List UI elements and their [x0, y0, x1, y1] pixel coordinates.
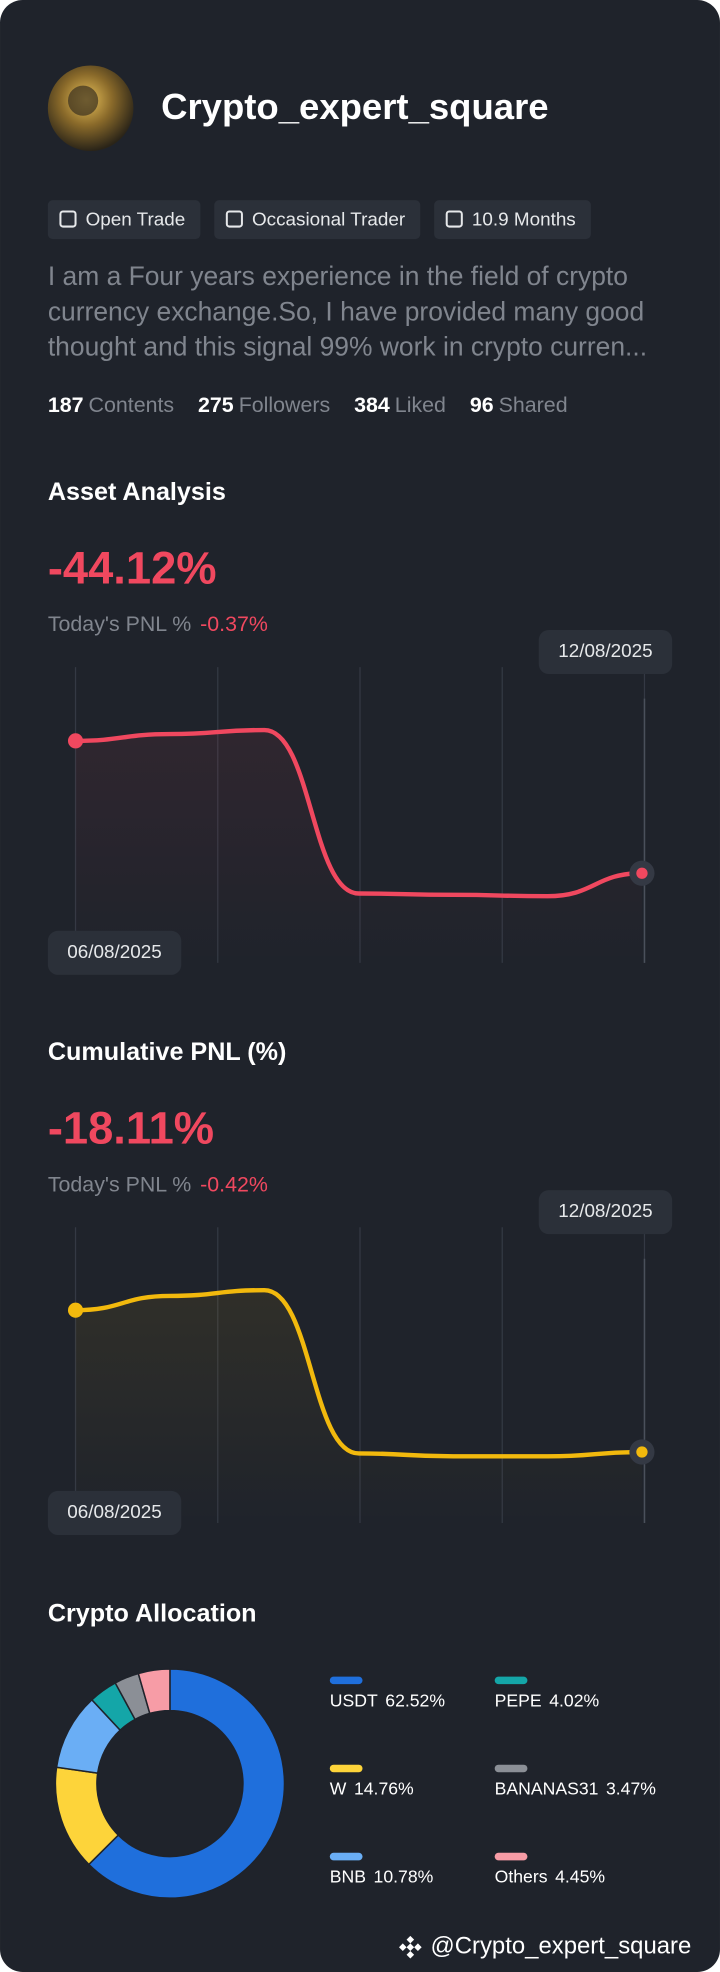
stat-value: 96 — [470, 393, 494, 417]
footer-handle: @Crypto_expert_square — [430, 1933, 691, 1960]
charts: Asset Analysis -44.12% Today's PNL % -0.37%… — [47, 478, 673, 1899]
legend-value: 62.52% — [385, 1690, 445, 1710]
section-title: Cumulative PNL (%) — [48, 1038, 287, 1066]
date-label: 12/08/2025 — [558, 641, 652, 662]
legend-value: 14.76% — [354, 1779, 414, 1799]
section-title: Asset Analysis — [48, 478, 226, 506]
legend-swatch — [329, 1764, 363, 1773]
stat-value: 275 — [198, 393, 234, 417]
date-tooltip — [538, 629, 673, 675]
bio: I am a Four years experience in the fiel… — [48, 261, 647, 361]
legend-swatch — [329, 1852, 363, 1861]
section-title: Crypto Allocation — [48, 1600, 257, 1628]
legend-swatch — [329, 1676, 363, 1685]
line-area — [75, 730, 642, 963]
stat-label: Contents — [89, 393, 175, 417]
start-dot — [67, 733, 84, 749]
stat-label: Shared — [499, 393, 568, 417]
legend-name: PEPE — [495, 1690, 542, 1710]
bio-line: I am a Four years experience in the fiel… — [48, 261, 628, 291]
legend-value: 3.47% — [606, 1779, 656, 1799]
legend-swatch — [494, 1764, 528, 1773]
footer-logo — [399, 1935, 422, 1959]
stat-value: 187 — [48, 393, 84, 417]
stats: 187 Contents 275 Followers 384 Liked 96 Shared — [48, 393, 568, 417]
date-label: 12/08/2025 — [558, 1201, 652, 1222]
line — [73, 1287, 645, 1459]
line — [73, 727, 645, 899]
bio-line: currency exchange.So, I have provided ma… — [48, 296, 644, 326]
tag-box — [434, 200, 591, 240]
line-area — [75, 1290, 642, 1524]
tags: Open Trade Occasional Trader 10.9 Months — [47, 200, 591, 240]
legend-value: 4.45% — [555, 1867, 605, 1887]
tag-icon — [445, 210, 463, 228]
tag-box — [47, 200, 201, 240]
legend-swatch — [494, 1852, 528, 1861]
legend-name: BNB — [330, 1867, 366, 1887]
start-dot — [67, 1302, 84, 1318]
tag-label: 10.9 Months — [472, 209, 576, 230]
stat-label: Followers — [239, 393, 330, 417]
legend-swatch — [494, 1676, 528, 1685]
stat-label: Liked — [395, 393, 446, 417]
line-chart: -44.12% Today's PNL % -0.37% 12/08/2025 06/0… — [47, 542, 673, 975]
stat-value: 384 — [354, 393, 390, 417]
tag-label: Open Trade — [86, 209, 186, 230]
legend-value: 4.02% — [549, 1690, 599, 1710]
pnl-value: -0.42% — [200, 1172, 268, 1196]
legend-value: 10.78% — [374, 1867, 434, 1887]
chart-headline: -44.12% — [48, 542, 217, 593]
tag-icon — [59, 210, 77, 228]
legend-name: BANANAS31 — [495, 1779, 599, 1799]
avatar-detail — [67, 85, 99, 116]
donut-chart: USDT 62.52% W 14.76% BNB 10.78% PEPE 4.02% BANAN… — [54, 1668, 656, 1899]
date-label: 06/08/2025 — [67, 1502, 161, 1523]
donut-slice — [87, 1668, 286, 1899]
date-tooltip — [47, 1490, 182, 1535]
end-dot — [636, 867, 648, 879]
date-label: 06/08/2025 — [67, 942, 161, 963]
tag-box — [214, 200, 421, 240]
end-dot — [636, 1446, 648, 1458]
tag-label: Occasional Trader — [252, 209, 405, 230]
legend-name: Others — [495, 1867, 548, 1887]
profile-name: Crypto_expert_square — [161, 86, 548, 127]
pnl-label: Today's PNL % — [48, 612, 191, 636]
date-tooltip — [47, 930, 182, 975]
pnl-label: Today's PNL % — [48, 1172, 191, 1196]
legend-name: USDT — [330, 1690, 378, 1710]
tag-icon — [225, 210, 243, 228]
chart-headline: -18.11% — [48, 1103, 214, 1154]
pnl-value: -0.37% — [200, 612, 268, 636]
date-tooltip — [538, 1190, 673, 1235]
bio-line: thought and this signal 99% work in cryp… — [48, 332, 647, 362]
legend-name: W — [330, 1779, 347, 1799]
line-chart: -18.11% Today's PNL % -0.42% 12/08/2025 06/0… — [47, 1103, 673, 1535]
donut-slice — [137, 1668, 171, 1715]
